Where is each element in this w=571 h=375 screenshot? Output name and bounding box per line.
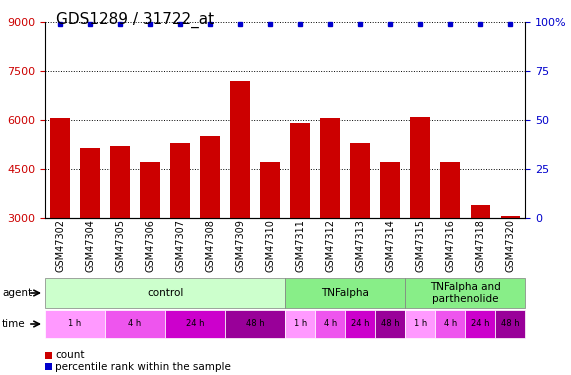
Text: 1 h: 1 h xyxy=(413,320,427,328)
Bar xyxy=(110,146,130,218)
Text: percentile rank within the sample: percentile rank within the sample xyxy=(55,362,231,372)
Bar xyxy=(501,216,520,218)
Bar xyxy=(105,310,165,338)
Bar xyxy=(225,310,285,338)
Bar xyxy=(291,123,310,218)
Text: 4 h: 4 h xyxy=(324,320,337,328)
Bar xyxy=(345,310,375,338)
Bar xyxy=(285,310,315,338)
Bar xyxy=(435,310,465,338)
Bar xyxy=(465,310,495,338)
Text: 1 h: 1 h xyxy=(293,320,307,328)
Bar xyxy=(45,363,52,370)
Bar xyxy=(351,143,370,218)
Bar xyxy=(260,162,280,218)
Bar xyxy=(405,310,435,338)
Bar xyxy=(411,117,430,218)
Text: TNFalpha: TNFalpha xyxy=(321,288,369,298)
Bar xyxy=(320,118,340,218)
Text: count: count xyxy=(55,351,85,360)
Bar xyxy=(495,310,525,338)
Bar xyxy=(50,118,70,218)
Text: 24 h: 24 h xyxy=(186,320,204,328)
Text: 4 h: 4 h xyxy=(444,320,457,328)
Bar xyxy=(380,162,400,218)
Bar xyxy=(230,81,250,218)
Bar xyxy=(45,278,285,308)
Bar xyxy=(315,310,345,338)
Text: 24 h: 24 h xyxy=(351,320,369,328)
Bar xyxy=(81,148,100,218)
Bar xyxy=(440,162,460,218)
Text: GDS1289 / 31722_at: GDS1289 / 31722_at xyxy=(57,12,215,28)
Bar xyxy=(165,310,225,338)
Bar xyxy=(45,310,105,338)
Bar xyxy=(45,352,52,359)
Text: 48 h: 48 h xyxy=(381,320,400,328)
Text: 48 h: 48 h xyxy=(246,320,264,328)
Bar xyxy=(285,278,405,308)
Text: 24 h: 24 h xyxy=(471,320,489,328)
Text: 4 h: 4 h xyxy=(128,320,142,328)
Text: agent: agent xyxy=(2,288,32,298)
Bar xyxy=(170,143,190,218)
Text: control: control xyxy=(147,288,183,298)
Bar xyxy=(471,205,490,218)
Text: 48 h: 48 h xyxy=(501,320,520,328)
Text: time: time xyxy=(2,319,26,329)
Text: 1 h: 1 h xyxy=(69,320,82,328)
Text: TNFalpha and
parthenolide: TNFalpha and parthenolide xyxy=(430,282,501,304)
Bar xyxy=(200,136,220,218)
Bar xyxy=(375,310,405,338)
Bar xyxy=(405,278,525,308)
Bar xyxy=(140,162,160,218)
